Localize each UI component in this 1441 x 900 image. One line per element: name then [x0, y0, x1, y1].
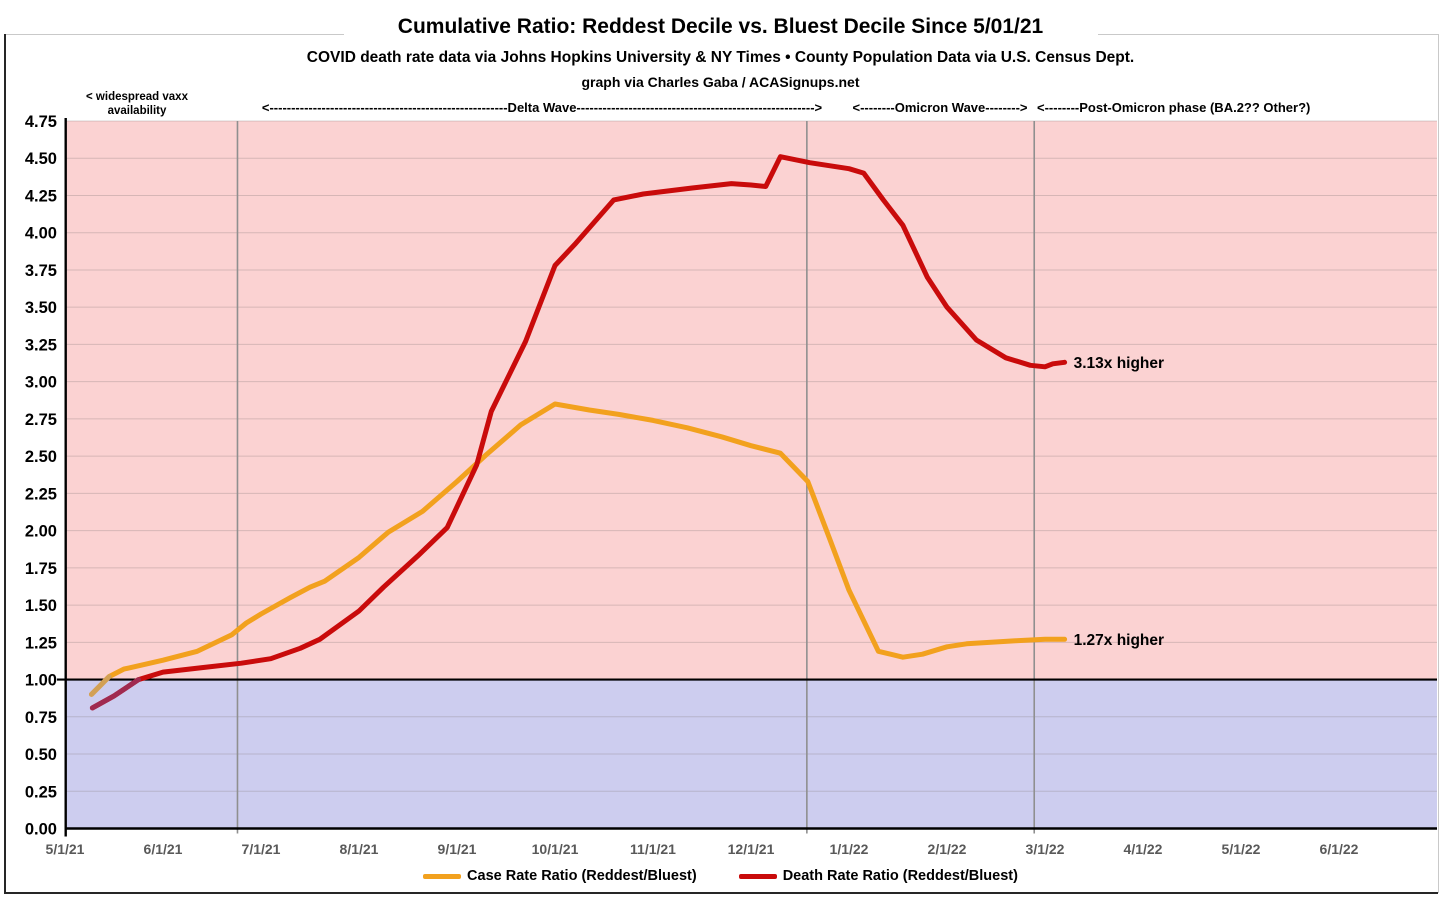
y-axis-tick-label: 1.50 — [25, 597, 57, 615]
annotation-delta-wave: <---------------------------------------… — [261, 100, 823, 115]
x-axis-tick-label: 6/1/21 — [144, 841, 183, 857]
annotation-post-omicron-phase: <--------Post-Omicron phase (BA.2?? Othe… — [1037, 100, 1311, 115]
y-axis-tick-label: 4.50 — [25, 150, 57, 168]
y-axis-tick-label: 4.00 — [25, 225, 57, 243]
death-rate-legend-label: Death Rate Ratio (Reddest/Bluest) — [782, 868, 1018, 884]
y-axis-tick-label: 0.50 — [25, 746, 57, 764]
chart-title: Cumulative Ratio: Reddest Decile vs. Blu… — [397, 15, 1044, 38]
death-rate-ratio-line-start-segment — [89, 677, 141, 711]
x-axis-tick-label: 12/1/21 — [728, 841, 775, 857]
x-axis-tick-label: 5/1/22 — [1222, 841, 1261, 857]
death-rate-ratio-line — [89, 154, 1068, 711]
y-axis-tick-label: 3.75 — [25, 262, 57, 280]
case-rate-legend-label: Case Rate Ratio (Reddest/Bluest) — [467, 868, 697, 884]
region-above-1x — [65, 121, 1437, 680]
series-end-label: 1.27x higher — [1074, 632, 1164, 649]
y-axis-tick-label: 3.50 — [25, 299, 57, 317]
case-rate-ratio-line-start-segment — [89, 674, 112, 697]
annotation-vaxx-availability: < widespread vaxx availability — [86, 91, 188, 117]
x-axis-tick-label: 4/1/22 — [1124, 841, 1163, 857]
x-axis-tick-label: 3/1/22 — [1026, 841, 1065, 857]
x-axis-tick-label: 8/1/21 — [340, 841, 379, 857]
legend-item-death-rate: Death Rate Ratio (Reddest/Bluest) — [738, 868, 1018, 884]
x-axis-tick-label: 10/1/21 — [532, 841, 579, 857]
chart-frame-bottom — [4, 892, 1438, 894]
chart-legend: Case Rate Ratio (Reddest/Bluest) Death R… — [0, 868, 1441, 884]
legend-item-case-rate: Case Rate Ratio (Reddest/Bluest) — [423, 868, 697, 884]
y-axis-tick-label: 3.25 — [25, 336, 57, 354]
x-axis-tick-label: 5/1/21 — [46, 841, 85, 857]
y-axis-tick-label: 1.75 — [25, 560, 57, 578]
annotation-omicron-wave: <--------Omicron Wave--------> — [852, 100, 1028, 115]
y-axis-tick-label: 2.25 — [25, 485, 57, 503]
x-axis-tick-label: 6/1/22 — [1320, 841, 1359, 857]
death-rate-legend-swatch — [738, 873, 777, 879]
chart-frame-top-left — [4, 34, 344, 35]
chart-frame-top-right — [1098, 34, 1438, 35]
y-axis-tick-label: 3.00 — [25, 374, 57, 392]
x-axis-tick-label: 11/1/21 — [630, 841, 676, 857]
y-axis-tick-label: 2.50 — [25, 448, 57, 466]
series-end-label: 3.13x higher — [1074, 355, 1164, 372]
y-axis-tick-label: 2.75 — [25, 411, 57, 429]
y-axis-tick-label: 0.25 — [25, 783, 57, 801]
y-axis-tick-label: 0.75 — [25, 709, 57, 727]
region-below-1x — [65, 679, 1437, 829]
y-axis-tick-label: 1.00 — [25, 672, 57, 690]
chart-subtitle: COVID death rate data via Johns Hopkins … — [306, 49, 1135, 66]
chart-frame-right — [1438, 34, 1439, 893]
y-axis-tick-label: 4.75 — [25, 113, 57, 131]
x-axis-tick-label: 1/1/22 — [830, 841, 869, 857]
y-axis-tick-label: 1.25 — [25, 634, 57, 652]
x-axis-tick-label: 9/1/21 — [438, 841, 477, 857]
chart-frame-left — [4, 34, 6, 893]
y-axis-tick-label: 4.25 — [25, 187, 57, 205]
y-axis-tick-label: 0.00 — [25, 821, 57, 839]
chart-credit: graph via Charles Gaba / ACASignups.net — [581, 74, 860, 90]
case-rate-ratio-line — [89, 401, 1068, 697]
x-axis-tick-label: 7/1/21 — [242, 841, 281, 857]
y-axis-tick-label: 2.00 — [25, 523, 57, 541]
x-axis-tick-label: 2/1/22 — [928, 841, 967, 857]
case-rate-legend-swatch — [423, 873, 462, 879]
